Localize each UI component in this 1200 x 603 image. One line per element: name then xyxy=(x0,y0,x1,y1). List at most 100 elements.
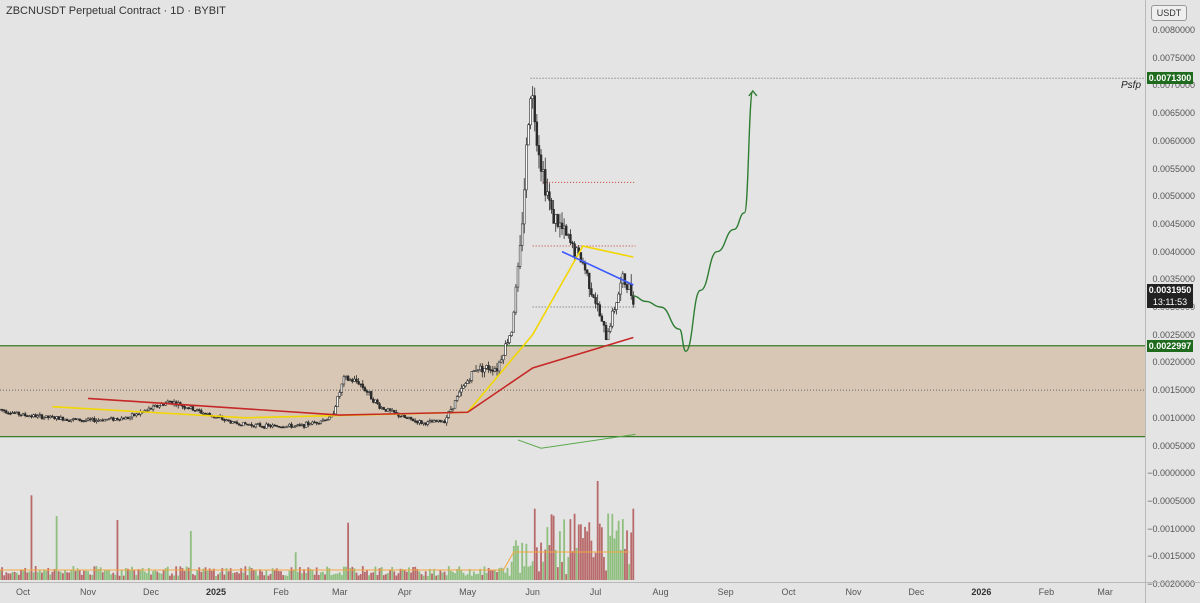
time-tick-label: Dec xyxy=(142,587,159,597)
volume-bar xyxy=(103,570,106,580)
volume-bar xyxy=(135,574,138,580)
volume-bar xyxy=(162,569,165,580)
volume-bar xyxy=(9,573,12,580)
volume-bar xyxy=(0,569,1,580)
volume-bar xyxy=(122,575,125,580)
volume-bar xyxy=(215,575,217,580)
volume-bar xyxy=(1,567,3,580)
price-tick-label: −0.0020000 xyxy=(1147,579,1195,589)
volume-bar xyxy=(389,569,391,580)
volume-bar xyxy=(78,570,81,580)
volume-bar xyxy=(30,495,33,580)
candle-body xyxy=(258,423,262,427)
candle-body xyxy=(23,413,27,416)
candle-body xyxy=(38,414,42,416)
candle-body xyxy=(242,422,245,427)
candle-body xyxy=(617,293,620,303)
candle-body xyxy=(135,413,138,417)
candle-body xyxy=(101,419,104,422)
candle-body xyxy=(120,417,123,421)
volume-bar xyxy=(97,569,100,580)
candle-body xyxy=(0,408,2,411)
candle-body xyxy=(346,375,350,381)
volume-bar xyxy=(296,571,299,580)
volume-bar xyxy=(336,573,339,580)
candle-body xyxy=(621,273,625,284)
price-chart[interactable] xyxy=(0,0,1145,582)
volume-bar xyxy=(487,567,490,580)
candle-body xyxy=(284,426,287,429)
candle-body xyxy=(516,266,520,288)
candle-body xyxy=(17,411,21,416)
volume-bar xyxy=(376,575,379,580)
candle-body xyxy=(244,422,247,425)
volume-bar xyxy=(70,570,73,580)
volume-bar xyxy=(351,566,354,580)
price-tick-label: 0.0045000 xyxy=(1152,218,1195,229)
price-tick-label: 0.0010000 xyxy=(1152,412,1195,423)
volume-bar xyxy=(38,569,41,580)
candle-body xyxy=(569,234,572,243)
candle-body xyxy=(53,416,56,420)
currency-unit-button[interactable]: USDT xyxy=(1151,5,1187,21)
candle-body xyxy=(183,405,186,409)
candle-body xyxy=(118,419,121,421)
volume-bar xyxy=(290,567,293,580)
candle-body xyxy=(271,424,274,428)
volume-bar xyxy=(301,573,303,580)
candle-body xyxy=(267,423,270,426)
candle-body xyxy=(191,406,195,411)
candle-body xyxy=(472,370,476,372)
volume-bar xyxy=(510,561,513,580)
volume-bar xyxy=(324,574,326,580)
candle-body xyxy=(78,418,81,421)
candle-body xyxy=(202,412,205,415)
candle-body xyxy=(571,242,574,245)
volume-bar xyxy=(584,526,586,580)
candle-body xyxy=(181,405,184,407)
candle-body xyxy=(151,405,155,410)
volume-bar xyxy=(485,573,488,580)
candle-body xyxy=(187,407,190,410)
volume-bar xyxy=(206,570,209,580)
candle-body xyxy=(317,422,320,425)
candle-body xyxy=(9,412,12,415)
candle-body xyxy=(325,419,329,422)
volume-bar xyxy=(204,567,207,580)
volume-bar xyxy=(309,568,312,580)
volume-bar xyxy=(150,574,152,580)
time-tick-label: Sep xyxy=(717,587,734,597)
volume-bar xyxy=(441,572,444,580)
volume-bar xyxy=(380,567,383,580)
volume-bar xyxy=(514,540,517,580)
volume-bar xyxy=(278,571,280,580)
volume-bar xyxy=(99,567,102,580)
candle-body xyxy=(388,408,392,411)
candle-body xyxy=(611,310,614,327)
candle-body xyxy=(227,419,230,422)
time-tick-label: Jul xyxy=(589,587,602,597)
price-tick-label: 0.0025000 xyxy=(1152,329,1195,340)
volume-bar xyxy=(313,574,316,580)
volume-bar xyxy=(491,570,494,580)
candle-body xyxy=(359,383,362,386)
volume-bar xyxy=(118,575,121,580)
candle-body xyxy=(254,424,258,428)
candle-body xyxy=(434,420,438,422)
volume-bar xyxy=(405,571,408,580)
candle-body xyxy=(418,420,421,424)
candle-body xyxy=(128,416,132,419)
price-tick-label: 0.0050000 xyxy=(1152,191,1195,202)
candle-body xyxy=(235,421,239,425)
candle-body xyxy=(185,407,188,410)
volume-bar xyxy=(328,568,331,580)
candle-body xyxy=(409,416,413,420)
time-axis[interactable]: Oct Nov Dec 2025 Feb Mar Apr May Jun Jul Aug Sep Oct… xyxy=(0,582,1145,603)
candle-body xyxy=(281,426,285,429)
candle-body xyxy=(525,144,528,191)
candle-body xyxy=(455,396,459,401)
candle-body xyxy=(378,403,381,409)
volume-bar xyxy=(586,531,589,580)
volume-bar xyxy=(265,569,268,580)
candle-body xyxy=(546,191,549,196)
